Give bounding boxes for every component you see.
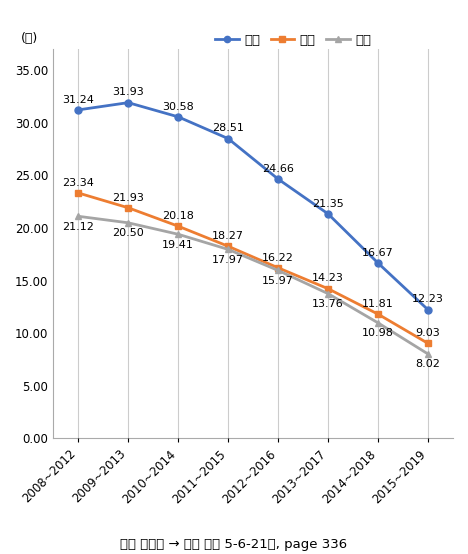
- 경북: [375, 311, 381, 317]
- 경북: [225, 243, 231, 249]
- Text: 30.58: 30.58: [162, 101, 194, 111]
- Line: 울산: 울산: [75, 99, 431, 313]
- 대전: [75, 213, 81, 219]
- Line: 경북: 경북: [75, 189, 431, 347]
- Text: 15.97: 15.97: [262, 276, 294, 286]
- Text: 17.97: 17.97: [212, 255, 244, 265]
- 대전: [125, 219, 131, 226]
- Text: 21.12: 21.12: [62, 222, 94, 232]
- 울산: [275, 176, 281, 182]
- 울산: [325, 211, 331, 217]
- 경북: [125, 204, 131, 211]
- 경북: [275, 264, 281, 271]
- 대전: [325, 290, 331, 297]
- 울산: [125, 99, 131, 106]
- Text: 21.35: 21.35: [312, 198, 344, 209]
- Text: 20.18: 20.18: [162, 211, 194, 221]
- Text: 10.98: 10.98: [362, 328, 394, 338]
- Text: 23.34: 23.34: [62, 178, 94, 188]
- 대전: [425, 351, 431, 357]
- 대전: [275, 267, 281, 274]
- 울산: [176, 114, 181, 120]
- Text: 13.76: 13.76: [312, 299, 344, 309]
- Text: 20.50: 20.50: [112, 228, 144, 238]
- Text: 14.23: 14.23: [312, 274, 344, 284]
- Text: 21.93: 21.93: [112, 192, 144, 203]
- Text: 31.93: 31.93: [112, 88, 144, 98]
- Text: 16.67: 16.67: [362, 248, 394, 258]
- Text: 관련 통계표 → 부록 〈표 5-6-21〉, page 336: 관련 통계표 → 부록 〈표 5-6-21〉, page 336: [120, 538, 348, 551]
- Line: 대전: 대전: [75, 213, 431, 357]
- Text: 31.24: 31.24: [62, 95, 94, 105]
- Text: (회): (회): [21, 33, 38, 45]
- 대전: [176, 231, 181, 238]
- 울산: [75, 106, 81, 113]
- Text: 18.27: 18.27: [212, 231, 244, 241]
- 울산: [375, 260, 381, 266]
- 경북: [425, 340, 431, 347]
- Text: 12.23: 12.23: [412, 295, 444, 305]
- Text: 11.81: 11.81: [362, 299, 394, 309]
- Text: 19.41: 19.41: [162, 239, 194, 249]
- 대전: [225, 246, 231, 253]
- 경북: [325, 285, 331, 292]
- 경북: [176, 223, 181, 229]
- 경북: [75, 189, 81, 196]
- Text: 24.66: 24.66: [262, 164, 294, 174]
- Text: 16.22: 16.22: [262, 253, 294, 263]
- Legend: 울산, 경북, 대전: 울산, 경북, 대전: [210, 29, 376, 52]
- Text: 9.03: 9.03: [416, 328, 440, 338]
- Text: 8.02: 8.02: [416, 359, 440, 370]
- 울산: [425, 306, 431, 313]
- 울산: [225, 135, 231, 142]
- Text: 28.51: 28.51: [212, 124, 244, 134]
- 대전: [375, 320, 381, 326]
